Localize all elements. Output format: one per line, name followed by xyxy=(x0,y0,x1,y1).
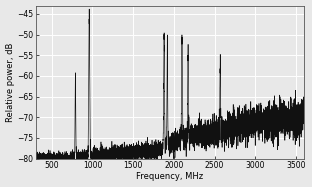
X-axis label: Frequency, MHz: Frequency, MHz xyxy=(136,172,203,181)
Y-axis label: Relative power, dB: Relative power, dB xyxy=(6,42,15,122)
